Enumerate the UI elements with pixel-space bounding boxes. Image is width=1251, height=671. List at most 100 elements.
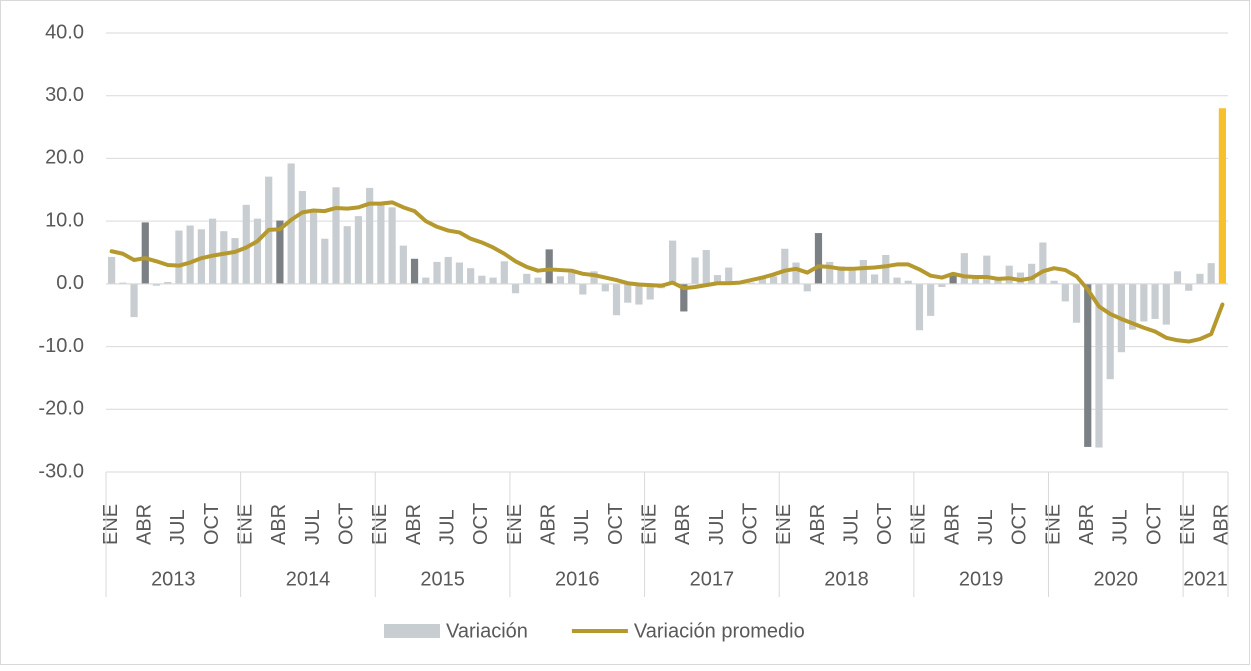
legend-label: Variación promedio (634, 620, 805, 642)
x-tick-label: ENE (638, 504, 660, 545)
bar (848, 268, 856, 284)
x-group-label: 2020 (1094, 568, 1139, 590)
bar (253, 218, 262, 284)
bar (568, 272, 576, 284)
bar (1162, 283, 1170, 325)
bar (747, 282, 755, 284)
y-tick-label: 20.0 (45, 147, 84, 169)
bar (321, 238, 329, 284)
bar (500, 261, 508, 284)
x-tick-label: ENE (908, 504, 930, 545)
x-tick-label: ENE (1177, 504, 1199, 545)
bar (1129, 283, 1137, 330)
x-tick-label: OCT (1143, 503, 1165, 545)
bar (152, 283, 161, 286)
y-tick-label: -30.0 (38, 460, 84, 482)
bar (422, 277, 430, 284)
x-group-label: 2017 (690, 568, 735, 590)
x-tick-label: ABR (807, 504, 829, 545)
bar (1173, 271, 1182, 284)
bar (523, 273, 531, 284)
bar (635, 283, 643, 305)
bar (960, 253, 968, 284)
bar (130, 283, 138, 318)
x-tick-label: OCT (739, 503, 761, 545)
bar (534, 277, 542, 284)
bar (108, 256, 116, 284)
x-tick-label: ENE (773, 504, 795, 545)
bar (175, 230, 183, 284)
x-group-label: 2021 (1183, 568, 1228, 590)
bar (119, 282, 127, 284)
bar (669, 240, 677, 284)
bar (1095, 283, 1103, 448)
bar (1218, 108, 1226, 284)
bar (141, 222, 149, 284)
bar (186, 225, 194, 284)
bar (343, 226, 351, 284)
bar (489, 277, 497, 284)
x-tick-label: OCT (1009, 503, 1031, 545)
bar (1039, 242, 1047, 284)
bar (826, 261, 834, 284)
bar (556, 276, 565, 284)
bar (758, 278, 766, 284)
x-tick-label: OCT (470, 503, 492, 545)
y-tick-label: -10.0 (38, 335, 84, 357)
bar (983, 255, 991, 284)
bar (1050, 280, 1058, 284)
y-tick-label: -20.0 (38, 398, 84, 420)
bar (579, 283, 587, 295)
x-tick-label: ENE (1042, 504, 1064, 545)
bar (971, 278, 980, 284)
x-tick-label: OCT (336, 503, 358, 545)
bar (332, 187, 340, 284)
y-tick-label: 40.0 (45, 21, 84, 43)
bar (1072, 283, 1081, 323)
x-tick-label: ABR (1211, 504, 1233, 545)
x-tick-label: ABR (537, 504, 559, 545)
bar (859, 260, 867, 284)
bar (792, 262, 800, 284)
x-tick-label: ABR (1076, 504, 1098, 545)
x-group-label: 2013 (151, 568, 196, 590)
y-tick-label: 10.0 (45, 209, 84, 231)
bar (769, 276, 778, 284)
bar (927, 283, 935, 316)
x-tick-label: OCT (201, 503, 223, 545)
x-tick-label: ENE (235, 504, 257, 545)
bar (870, 274, 879, 284)
bar (938, 283, 946, 287)
x-tick-label: ENE (369, 504, 391, 545)
bar (455, 262, 464, 284)
bar (1151, 283, 1159, 319)
bar (1140, 283, 1148, 322)
bar (590, 271, 598, 284)
bar (208, 218, 217, 284)
bar (298, 191, 306, 284)
bar (1185, 283, 1193, 291)
bar (220, 231, 228, 284)
bar (803, 283, 811, 292)
x-tick-label: JUL (840, 509, 862, 545)
x-tick-label: ABR (403, 504, 425, 545)
bar (646, 283, 654, 300)
bar (781, 248, 789, 284)
bar (377, 202, 385, 284)
x-group-label: 2018 (824, 568, 869, 590)
bar (1028, 263, 1036, 284)
bar (164, 281, 172, 284)
bar (680, 283, 688, 312)
bar (309, 211, 318, 284)
x-group-label: 2015 (420, 568, 465, 590)
bar (1061, 283, 1069, 302)
bar (1106, 283, 1114, 380)
x-tick-label: JUL (167, 509, 189, 545)
x-tick-label: ABR (672, 504, 694, 545)
bar (410, 258, 419, 284)
x-group-label: 2014 (286, 568, 331, 590)
bar (399, 245, 407, 284)
x-group-label: 2016 (555, 568, 600, 590)
bar (949, 274, 957, 284)
